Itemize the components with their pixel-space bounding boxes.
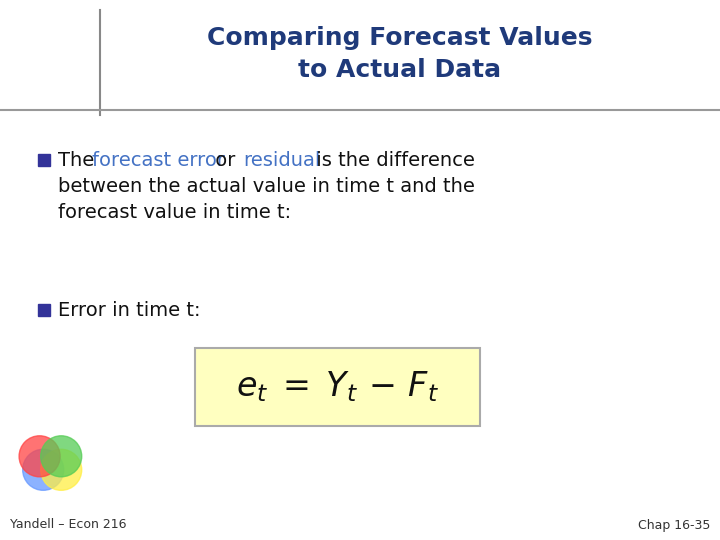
Circle shape [41, 436, 82, 477]
Bar [38, 304, 50, 316]
Text: The: The [58, 151, 101, 170]
Text: Error in time t:: Error in time t: [58, 300, 200, 320]
Text: residual: residual [243, 151, 320, 170]
Bar [38, 154, 50, 166]
Text: or: or [210, 151, 242, 170]
Text: to Actual Data: to Actual Data [298, 58, 502, 82]
Text: Yandell – Econ 216: Yandell – Econ 216 [10, 518, 127, 531]
Text: is the difference: is the difference [310, 151, 475, 170]
Text: between the actual value in time t and the: between the actual value in time t and t… [58, 177, 475, 195]
Circle shape [22, 449, 63, 490]
Text: Chap 16-35: Chap 16-35 [638, 518, 710, 531]
Circle shape [41, 449, 82, 490]
Text: forecast value in time t:: forecast value in time t: [58, 202, 291, 221]
Circle shape [19, 436, 60, 477]
Text: $e_t \;=\; Y_t \,-\, F_t$: $e_t \;=\; Y_t \,-\, F_t$ [236, 370, 439, 404]
Text: Comparing Forecast Values: Comparing Forecast Values [207, 26, 593, 50]
Bar [195, 348, 480, 426]
Text: forecast error: forecast error [91, 151, 225, 170]
